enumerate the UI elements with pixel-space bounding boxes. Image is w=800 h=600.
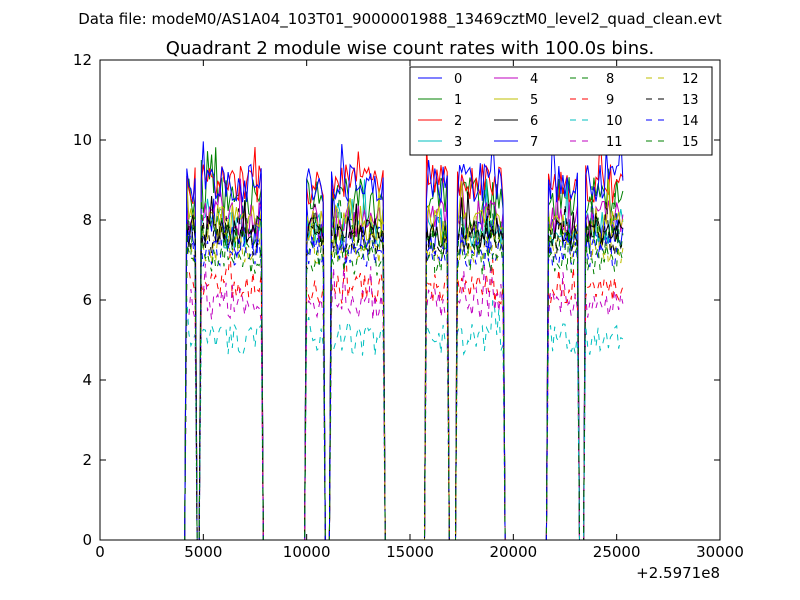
y-tick-label: 6 bbox=[82, 291, 92, 309]
series-line-7 bbox=[182, 132, 624, 540]
plot-frame bbox=[99, 59, 721, 541]
x-tick-label: 20000 bbox=[489, 543, 537, 561]
y-tick-label: 4 bbox=[82, 371, 92, 389]
legend-label-2: 2 bbox=[454, 114, 462, 129]
series-layer bbox=[182, 132, 624, 540]
legend-box bbox=[409, 66, 713, 156]
figure-suptitle: Data file: modeM0/AS1A04_103T01_90000019… bbox=[78, 10, 722, 29]
y-tick-label: 8 bbox=[82, 211, 92, 229]
chart-title: Quadrant 2 module wise count rates with … bbox=[166, 38, 655, 59]
y-tick-label: 2 bbox=[82, 451, 92, 469]
series-line-8 bbox=[182, 186, 624, 540]
series-line-14 bbox=[182, 230, 624, 540]
legend-label-7: 7 bbox=[530, 135, 538, 150]
x-offset-label: +2.5971e8 bbox=[636, 564, 720, 582]
series-line-1 bbox=[182, 147, 624, 540]
x-tick-label: 30000 bbox=[696, 543, 744, 561]
x-tick-label: 10000 bbox=[283, 543, 331, 561]
legend-label-5: 5 bbox=[530, 93, 538, 108]
legend-label-8: 8 bbox=[606, 72, 614, 87]
x-tick-label: 25000 bbox=[593, 543, 641, 561]
legend-label-15: 15 bbox=[682, 135, 699, 150]
legend-label-14: 14 bbox=[682, 114, 699, 129]
x-tick-label: 15000 bbox=[386, 543, 434, 561]
y-tick-label: 12 bbox=[73, 51, 92, 69]
legend-label-1: 1 bbox=[454, 93, 462, 108]
y-tick-label: 0 bbox=[82, 531, 92, 549]
legend-label-6: 6 bbox=[530, 114, 538, 129]
legend-label-3: 3 bbox=[454, 135, 462, 150]
series-line-13 bbox=[182, 202, 624, 540]
x-tick-label: 5000 bbox=[184, 543, 222, 561]
series-line-2 bbox=[182, 133, 624, 540]
legend-label-9: 9 bbox=[606, 93, 614, 108]
legend-label-0: 0 bbox=[454, 72, 462, 87]
legend-label-4: 4 bbox=[530, 72, 538, 87]
legend-label-10: 10 bbox=[606, 114, 623, 129]
y-tick-label: 10 bbox=[73, 131, 92, 149]
x-tick-label: 0 bbox=[95, 543, 105, 561]
series-line-15 bbox=[182, 220, 624, 540]
legend-label-12: 12 bbox=[682, 72, 699, 87]
series-line-0 bbox=[182, 187, 624, 540]
legend-label-11: 11 bbox=[606, 135, 623, 150]
legend-label-13: 13 bbox=[682, 93, 699, 108]
